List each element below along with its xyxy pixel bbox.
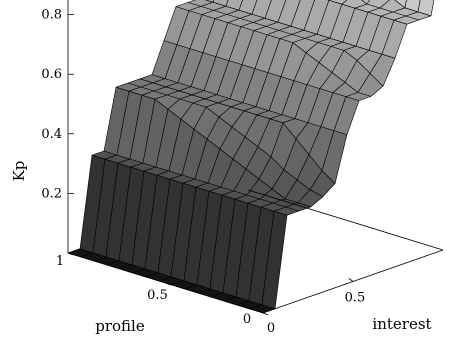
z-tick-label: 0.4 (41, 127, 62, 142)
y-tick-label: 0.5 (147, 288, 168, 303)
surface-face (394, 0, 407, 9)
x-axis-label: interest (372, 315, 431, 333)
y-tick-label: 1 (56, 254, 64, 269)
x-tick-label: 0 (267, 321, 275, 336)
y-tick (67, 252, 74, 256)
surface-face (417, 0, 435, 17)
x-tick (348, 278, 354, 282)
y-tick-label: 0 (243, 312, 251, 327)
x-tick (258, 309, 264, 314)
axis-ticks: 0.2 0.4 0.6 0.8 0 0.5 1 0 0.5 (41, 8, 365, 336)
surface-mesh (67, 0, 435, 314)
z-tick-label: 0.6 (41, 67, 62, 82)
x-tick-label: 0.5 (345, 291, 366, 306)
surface-face (404, 0, 421, 13)
surface-face (328, 0, 348, 5)
y-tick (262, 312, 269, 316)
y-axis-label: profile (95, 317, 145, 335)
surface-face (212, 0, 229, 7)
z-axis-label: Kp (10, 161, 28, 182)
surface-face (264, 0, 287, 23)
z-tick-label: 0.2 (41, 186, 62, 201)
surface-face (225, 0, 243, 11)
y-tick (165, 282, 171, 286)
surface-face (204, 0, 215, 3)
z-tick-label: 0.8 (41, 8, 62, 23)
surface-face (238, 0, 258, 15)
box-edge (247, 189, 444, 251)
